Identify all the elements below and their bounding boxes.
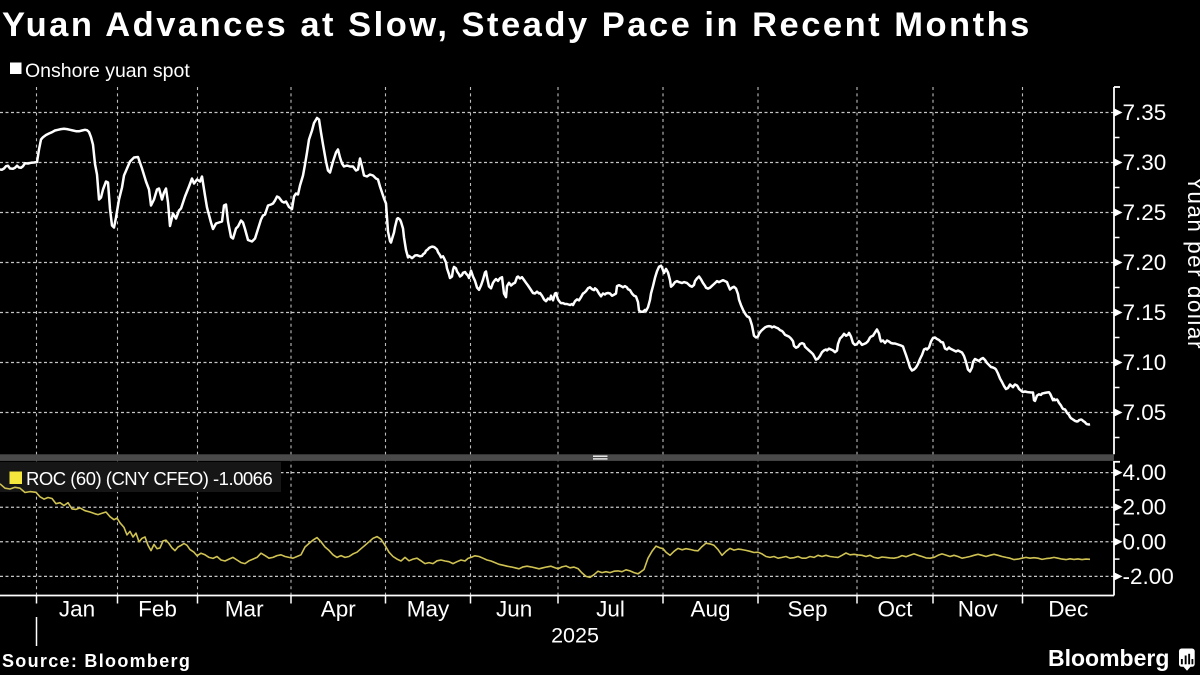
svg-text:Dec: Dec xyxy=(1048,597,1088,622)
svg-text:Bloomberg: Bloomberg xyxy=(1048,645,1169,671)
svg-text:Jan: Jan xyxy=(59,597,95,622)
svg-text:Aug: Aug xyxy=(690,597,730,622)
svg-text:-2.00: -2.00 xyxy=(1123,564,1174,589)
svg-text:7.35: 7.35 xyxy=(1123,100,1167,125)
svg-text:7.05: 7.05 xyxy=(1123,400,1167,425)
svg-text:0.00: 0.00 xyxy=(1123,529,1167,554)
svg-text:Yuan Advances at Slow, Steady: Yuan Advances at Slow, Steady Pace in Re… xyxy=(2,6,1032,44)
svg-text:Onshore yuan spot: Onshore yuan spot xyxy=(25,60,190,82)
svg-text:2025: 2025 xyxy=(551,624,599,648)
svg-text:2.00: 2.00 xyxy=(1123,495,1167,520)
svg-text:Yuan per dollar: Yuan per dollar xyxy=(1183,176,1200,350)
svg-text:Jul: Jul xyxy=(596,597,625,622)
svg-text:7.30: 7.30 xyxy=(1123,150,1167,175)
svg-text:Oct: Oct xyxy=(877,597,913,622)
svg-text:Source: Bloomberg: Source: Bloomberg xyxy=(2,651,191,671)
svg-text:7.10: 7.10 xyxy=(1123,350,1167,375)
svg-text:Feb: Feb xyxy=(138,597,177,622)
svg-text:Mar: Mar xyxy=(225,597,264,622)
svg-text:Nov: Nov xyxy=(958,597,999,622)
svg-text:7.15: 7.15 xyxy=(1123,300,1167,325)
svg-text:7.25: 7.25 xyxy=(1123,200,1167,225)
svg-text:Jun: Jun xyxy=(496,597,532,622)
svg-text:ROC (60) (CNY CFEO) -1.0066: ROC (60) (CNY CFEO) -1.0066 xyxy=(26,468,272,489)
svg-text:Apr: Apr xyxy=(321,597,357,622)
svg-text:Sep: Sep xyxy=(787,597,827,622)
svg-text:4.00: 4.00 xyxy=(1123,460,1167,485)
svg-text:May: May xyxy=(407,597,450,622)
svg-text:7.20: 7.20 xyxy=(1123,250,1167,275)
